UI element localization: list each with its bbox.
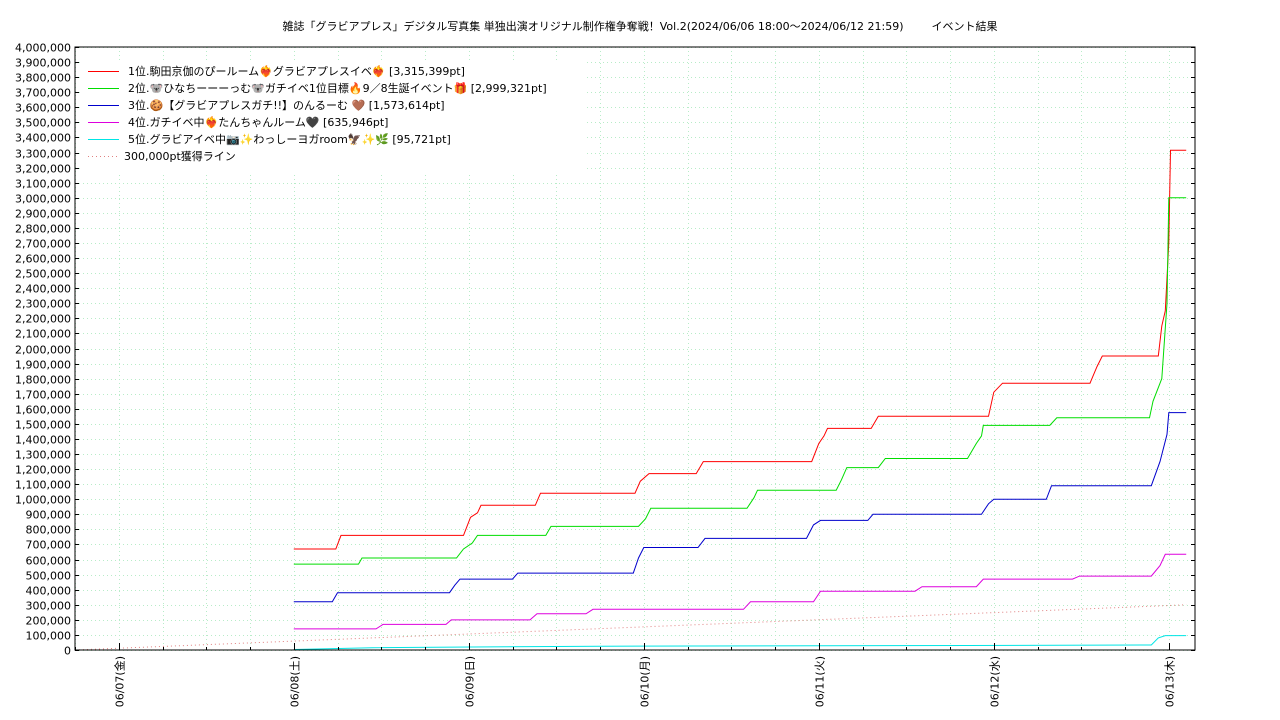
y-tick-label: 3,400,000: [15, 132, 71, 145]
x-tick-label: 06/07(金): [113, 656, 127, 707]
legend-box: [82, 60, 587, 172]
legend-label-2: 2位.🐨ひなちーーーっむ🐨ガチイベ1位目標🔥9／8生誕イベント🎁 [2,999,…: [128, 81, 547, 95]
series-line-2: [293, 197, 1187, 565]
y-tick-label: 2,500,000: [15, 268, 71, 281]
y-tick-label: 1,300,000: [15, 449, 71, 462]
x-tick-label: 06/08(土): [289, 656, 302, 707]
legend-label-5: 5位.グラビアイベ中📷✨わっしーヨガroom🦅✨🌿 [95,721pt]: [128, 132, 451, 146]
y-tick-label: 2,300,000: [15, 298, 71, 311]
series-line-4: [293, 553, 1187, 630]
y-tick-label: 500,000: [26, 570, 72, 583]
y-tick-label: 3,500,000: [15, 117, 71, 130]
y-tick-label: 3,100,000: [15, 178, 71, 191]
legend-label-1: 1位.駒田京伽のぴールーム❤️‍🔥グラビアプレスイベ❤️‍🔥 [3,315,39…: [128, 64, 465, 78]
y-tick-label: 300,000: [26, 600, 72, 613]
chart-subtitle: イベント結果: [931, 20, 998, 33]
y-tick-label: 100,000: [26, 630, 72, 643]
y-tick-label: 600,000: [26, 555, 72, 568]
series-line-1: [293, 149, 1187, 550]
chart-title: 雑誌「グラビアプレス」デジタル写真集 単独出演オリジナル制作権争奪戦！Vol.2…: [282, 20, 904, 33]
series-line-3: [293, 412, 1187, 603]
y-tick-label: 3,700,000: [15, 87, 71, 100]
series-line-6: [74, 604, 1187, 651]
y-tick-label: 2,600,000: [15, 253, 71, 266]
y-tick-label: 1,600,000: [15, 404, 71, 417]
y-tick-label: 0: [64, 645, 71, 658]
legend-label-3: 3位.🍪【グラビアプレスガチ!!】のんるーむ 🤎 [1,573,614pt]: [128, 98, 445, 112]
y-tick-label: 200,000: [26, 615, 72, 628]
legend-label-4: 4位.ガチイベ中❤️‍🔥たんちゃんルーム🖤 [635,946pt]: [128, 115, 388, 129]
y-tick-label: 2,800,000: [15, 223, 71, 236]
y-tick-label: 1,500,000: [15, 419, 71, 432]
y-tick-label: 2,000,000: [15, 344, 71, 357]
x-tick-label: 06/10(月): [639, 656, 652, 707]
legend-label-6: 300,000pt獲得ライン: [124, 150, 236, 163]
y-tick-label: 3,000,000: [15, 193, 71, 206]
y-tick-label: 4,000,000: [15, 42, 71, 55]
y-tick-label: 700,000: [26, 539, 72, 552]
y-tick-label: 3,200,000: [15, 163, 71, 176]
plot-frame: [74, 46, 1196, 651]
y-tick-label: 1,200,000: [15, 464, 71, 477]
legend: 1位.駒田京伽のぴールーム❤️‍🔥グラビアプレスイベ❤️‍🔥 [3,315,39…: [82, 60, 587, 172]
y-tick-label: 1,400,000: [15, 434, 71, 447]
y-tick-label: 2,200,000: [15, 313, 71, 326]
y-tick-label: 3,900,000: [15, 57, 71, 70]
y-tick-label: 3,800,000: [15, 72, 71, 85]
y-tick-label: 2,100,000: [15, 328, 71, 341]
y-tick-label: 900,000: [26, 509, 72, 522]
y-tick-label: 2,900,000: [15, 208, 71, 221]
series-layer: [74, 149, 1187, 651]
x-tick-label: 06/13(木): [1164, 656, 1177, 707]
y-tick-label: 1,700,000: [15, 389, 71, 402]
y-tick-label: 3,600,000: [15, 102, 71, 115]
x-tick-label: 06/11(火): [814, 656, 827, 707]
y-tick-label: 1,000,000: [15, 494, 71, 507]
y-tick-label: 1,100,000: [15, 479, 71, 492]
y-tick-label: 2,700,000: [15, 238, 71, 251]
y-tick-label: 2,400,000: [15, 283, 71, 296]
y-tick-label: 400,000: [26, 585, 72, 598]
x-tick-label: 06/09(日): [464, 656, 477, 707]
chart-title-row: 雑誌「グラビアプレス」デジタル写真集 単独出演オリジナル制作権争奪戦！Vol.2…: [0, 18, 1280, 34]
y-tick-label: 1,800,000: [15, 374, 71, 387]
y-tick-label: 3,300,000: [15, 148, 71, 161]
ticks-layer: 0 100,000 200,000 300,000 400,000 500,000 600,…: [15, 42, 1195, 707]
series-line-5: [293, 635, 1187, 650]
y-tick-label: 1,900,000: [15, 359, 71, 372]
x-tick-label: 06/12(水): [989, 656, 1002, 707]
y-tick-label: 800,000: [26, 524, 72, 537]
